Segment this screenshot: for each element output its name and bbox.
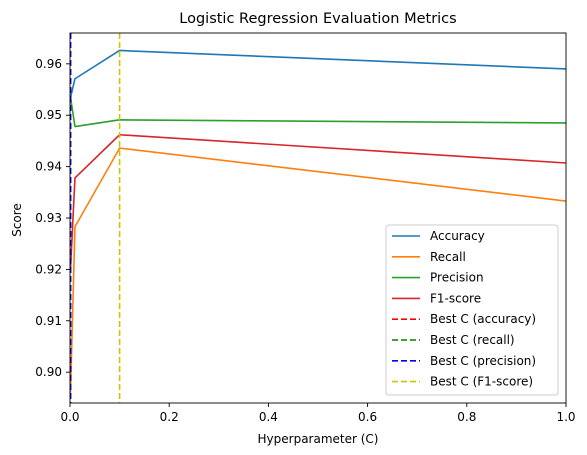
legend-label-6: Best C (precision) (430, 354, 536, 368)
series-line-recall (70, 147, 566, 393)
legend-label-2: Precision (430, 271, 484, 285)
x-tick-label-0: 0.0 (60, 410, 79, 424)
series-line-f1-score (70, 133, 566, 270)
legend-label-4: Best C (accuracy) (430, 312, 536, 326)
series-line-precision (70, 97, 566, 128)
plot-clip-group (70, 33, 566, 403)
x-axis-label: Hyperparameter (C) (258, 432, 379, 446)
y-tick-label-5: 0.95 (35, 108, 62, 122)
x-tick-label-3: 0.6 (358, 410, 377, 424)
y-tick-label-2: 0.92 (35, 262, 62, 276)
plot-area (70, 33, 566, 403)
chart-title: Logistic Regression Evaluation Metrics (179, 11, 456, 27)
x-tick-label-4: 0.8 (457, 410, 476, 424)
legend: Accuracy Recall Precision F1-score Best C (a… (385, 224, 559, 396)
y-tick-label-1: 0.91 (35, 314, 62, 328)
legend-label-1: Recall (430, 250, 466, 264)
x-tick-label-5: 1.0 (556, 410, 575, 424)
legend-label-5: Best C (recall) (430, 333, 515, 347)
legend-label-0: Accuracy (430, 229, 485, 243)
y-axis-label: Score (10, 203, 24, 237)
x-tick-label-2: 0.4 (259, 410, 278, 424)
legend-box (385, 224, 559, 396)
y-tick-label-4: 0.94 (35, 160, 62, 174)
axes: 0.0 0.2 0.4 0.6 0.8 1.0 0.90 0.91 0.92 0.93 0.94 0.… (35, 32, 576, 424)
y-tick-label-0: 0.90 (35, 365, 62, 379)
legend-label-7: Best C (F1-score) (430, 375, 533, 389)
series-line-accuracy (70, 49, 566, 98)
x-tick-label-1: 0.2 (160, 410, 179, 424)
y-tick-label-6: 0.96 (35, 57, 62, 71)
legend-label-3: F1-score (430, 291, 481, 305)
y-tick-label-3: 0.93 (35, 211, 62, 225)
